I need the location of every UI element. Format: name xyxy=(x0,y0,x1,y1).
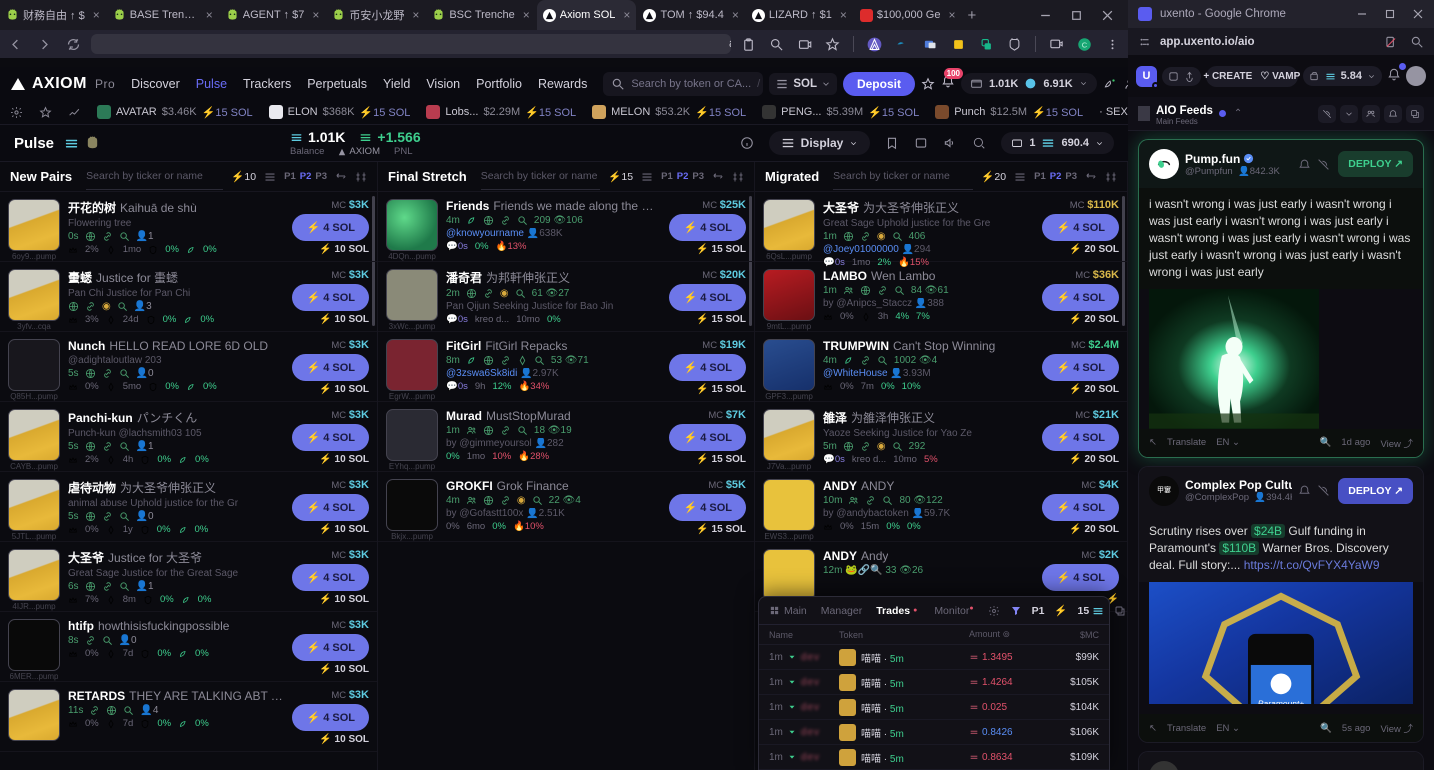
svg-text:C: C xyxy=(1082,40,1088,49)
svg-text:Paramount+: Paramount+ xyxy=(1258,698,1304,704)
